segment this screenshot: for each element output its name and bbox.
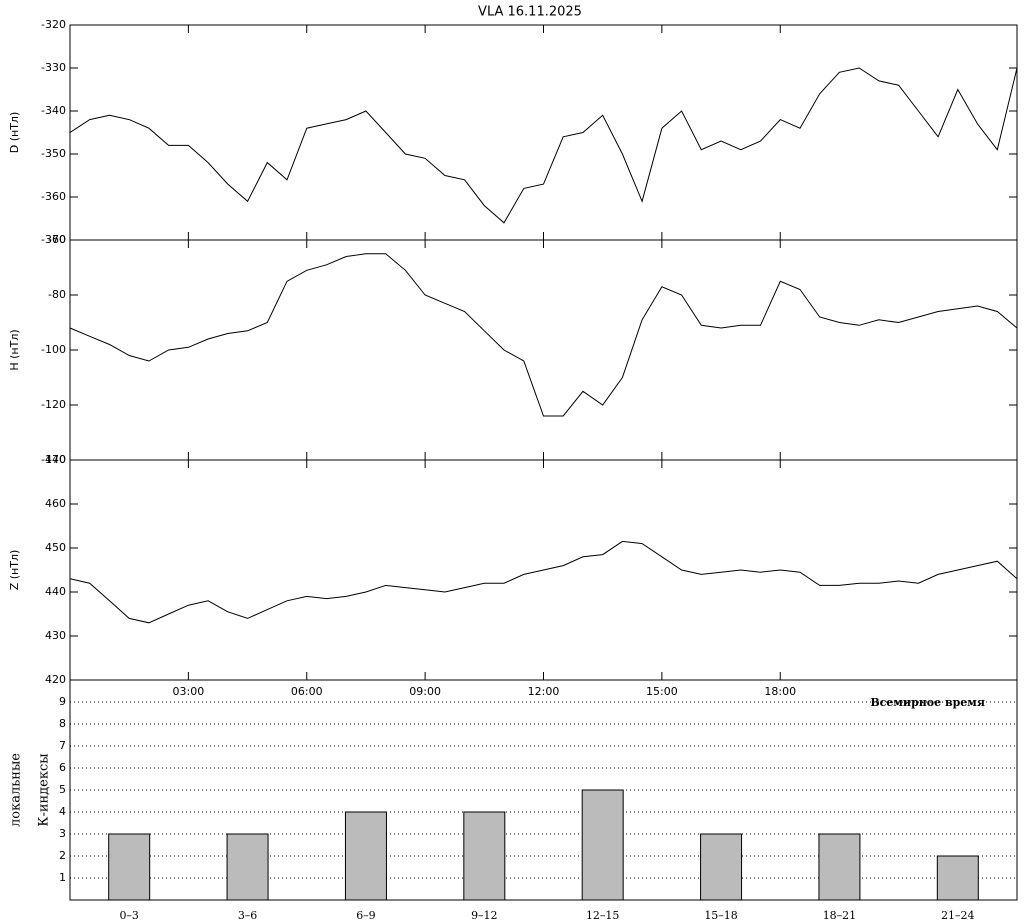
y-tick-label: -340	[41, 104, 66, 117]
y-tick-label: -320	[41, 18, 66, 31]
x-tick-label: 18–21	[823, 909, 857, 921]
x-tick-label: 9–12	[471, 909, 498, 921]
y-tick-label: -60	[48, 233, 66, 246]
data-line	[69, 67, 1018, 224]
y-tick-label: 470	[45, 453, 66, 466]
bar	[463, 811, 506, 901]
x-tick-label: 18:00	[764, 685, 796, 698]
y-tick-label: -370	[41, 233, 66, 246]
bar	[581, 789, 624, 901]
x-tick-label: 12:00	[528, 685, 560, 698]
bar	[818, 833, 861, 901]
bar	[226, 833, 269, 901]
bar	[936, 855, 979, 901]
data-line	[69, 540, 1018, 624]
bar	[700, 833, 743, 901]
x-axis-label: Всемирное время	[870, 696, 985, 709]
x-tick-label: 03:00	[173, 685, 205, 698]
y-axis-label: К-индексы	[37, 753, 52, 826]
x-tick-label: 3–6	[238, 909, 258, 921]
x-tick-label: 12–15	[586, 909, 620, 921]
y-tick-label: 5	[59, 783, 66, 796]
bar	[108, 833, 151, 901]
data-line	[69, 253, 1018, 417]
y-tick-label: 430	[45, 629, 66, 642]
y-tick-label: 4	[59, 805, 66, 818]
y-tick-label: -120	[41, 398, 66, 411]
y-tick-label: -350	[41, 147, 66, 160]
y-tick-label: 420	[45, 673, 66, 686]
y-tick-label: 8	[59, 717, 66, 730]
y-axis-label: Z (нТл)	[8, 550, 21, 591]
y-tick-label: 460	[45, 497, 66, 510]
y-tick-label: -100	[41, 343, 66, 356]
y-axis-label: H (нТл)	[8, 329, 21, 370]
y-tick-label: 3	[59, 827, 66, 840]
y-tick-label: 7	[59, 739, 66, 752]
x-tick-label: 15–18	[704, 909, 738, 921]
y-axis-label: D (нТл)	[8, 112, 21, 154]
y-tick-label: 2	[59, 849, 66, 862]
bar	[344, 811, 387, 901]
x-tick-label: 6–9	[356, 909, 376, 921]
y-tick-label: 440	[45, 585, 66, 598]
y-tick-label: 6	[59, 761, 66, 774]
y-tick-label: -330	[41, 61, 66, 74]
x-tick-label: 21–24	[941, 909, 975, 921]
chart-title: VLA 16.11.2025	[478, 5, 582, 20]
y-tick-label: 1	[59, 871, 66, 884]
y-tick-label: 450	[45, 541, 66, 554]
y-tick-label: -360	[41, 190, 66, 203]
y-tick-label: -140	[41, 453, 66, 466]
x-tick-label: 06:00	[291, 685, 323, 698]
x-tick-label: 09:00	[409, 685, 441, 698]
x-tick-label: 0–3	[119, 909, 139, 921]
y-tick-label: -80	[48, 288, 66, 301]
y-tick-label: 9	[59, 695, 66, 708]
y-axis-label: локальные	[9, 753, 24, 827]
x-tick-label: 15:00	[646, 685, 678, 698]
